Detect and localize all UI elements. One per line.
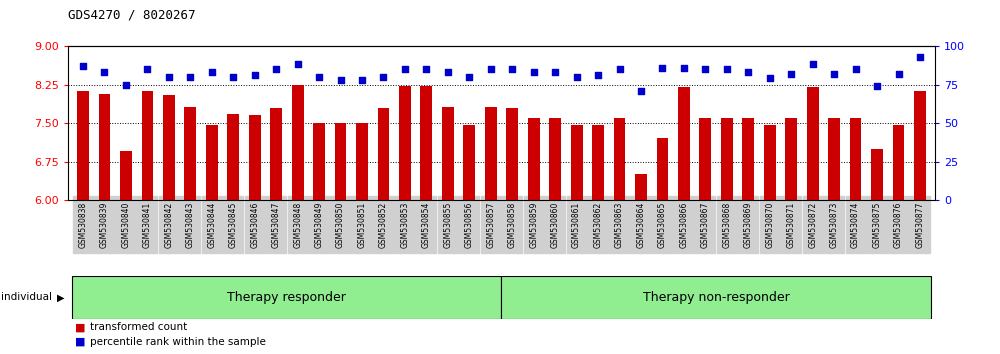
Point <box>848 66 864 72</box>
Text: percentile rank within the sample: percentile rank within the sample <box>90 337 266 347</box>
Text: Therapy responder: Therapy responder <box>227 291 346 304</box>
Bar <box>206 125 218 200</box>
Point <box>526 69 542 75</box>
Point <box>569 74 585 80</box>
Point <box>547 69 563 75</box>
Bar <box>399 86 411 200</box>
Bar <box>142 91 153 200</box>
Point <box>418 66 434 72</box>
Point <box>311 74 327 80</box>
Bar <box>378 108 389 200</box>
Bar <box>742 118 754 200</box>
Bar <box>871 149 883 200</box>
Bar <box>678 87 690 200</box>
Point <box>633 88 649 93</box>
Bar <box>485 107 497 200</box>
Point <box>719 66 735 72</box>
Bar <box>893 125 904 200</box>
Point <box>483 66 499 72</box>
Bar <box>335 123 346 200</box>
Bar <box>72 276 501 319</box>
Bar <box>850 118 861 200</box>
Point <box>869 83 885 89</box>
Bar <box>785 118 797 200</box>
Point <box>762 75 778 81</box>
Point <box>805 62 821 67</box>
Bar <box>249 115 261 200</box>
Bar <box>549 118 561 200</box>
Bar <box>828 118 840 200</box>
Point <box>783 71 799 76</box>
Point <box>676 65 692 70</box>
Bar <box>721 118 733 200</box>
Point <box>96 69 112 75</box>
Point <box>247 73 263 78</box>
Point <box>375 74 391 80</box>
Point <box>139 66 155 72</box>
Point <box>461 74 477 80</box>
Point <box>590 73 606 78</box>
Bar <box>227 114 239 200</box>
Text: GDS4270 / 8020267: GDS4270 / 8020267 <box>68 9 196 22</box>
Point <box>118 82 134 87</box>
Bar <box>571 125 583 200</box>
Point <box>397 66 413 72</box>
Point <box>225 74 241 80</box>
Point <box>161 74 177 80</box>
Point <box>75 63 91 69</box>
Bar <box>120 151 132 200</box>
Point <box>740 69 756 75</box>
Text: ▶: ▶ <box>57 292 64 302</box>
Text: ■: ■ <box>75 337 86 347</box>
Bar <box>292 85 304 200</box>
Bar <box>764 125 776 200</box>
Bar <box>420 86 432 200</box>
Text: transformed count: transformed count <box>90 322 187 332</box>
Bar <box>501 276 931 319</box>
Point <box>654 65 670 70</box>
Bar <box>163 95 175 200</box>
Bar <box>528 118 540 200</box>
Bar <box>99 94 110 200</box>
Text: individual: individual <box>1 292 52 302</box>
Bar <box>270 108 282 200</box>
Point <box>333 77 349 83</box>
Bar <box>592 125 604 200</box>
Point <box>826 71 842 76</box>
Point <box>697 66 713 72</box>
Point <box>268 66 284 72</box>
Bar <box>914 91 926 200</box>
Bar <box>699 118 711 200</box>
Bar <box>506 108 518 200</box>
Bar <box>77 91 89 200</box>
Point <box>204 69 220 75</box>
Bar <box>657 138 668 200</box>
Bar <box>463 125 475 200</box>
Bar <box>807 87 819 200</box>
Bar <box>614 118 625 200</box>
Point <box>290 62 306 67</box>
Point <box>612 66 628 72</box>
Bar <box>635 175 647 200</box>
Point <box>912 54 928 59</box>
Point <box>891 71 907 76</box>
Bar <box>184 107 196 200</box>
Bar <box>442 107 454 200</box>
Text: Therapy non-responder: Therapy non-responder <box>643 291 789 304</box>
Point <box>440 69 456 75</box>
Bar <box>356 123 368 200</box>
Bar <box>313 123 325 200</box>
Point <box>354 77 370 83</box>
Text: ■: ■ <box>75 322 86 332</box>
Point <box>182 74 198 80</box>
Point <box>504 66 520 72</box>
